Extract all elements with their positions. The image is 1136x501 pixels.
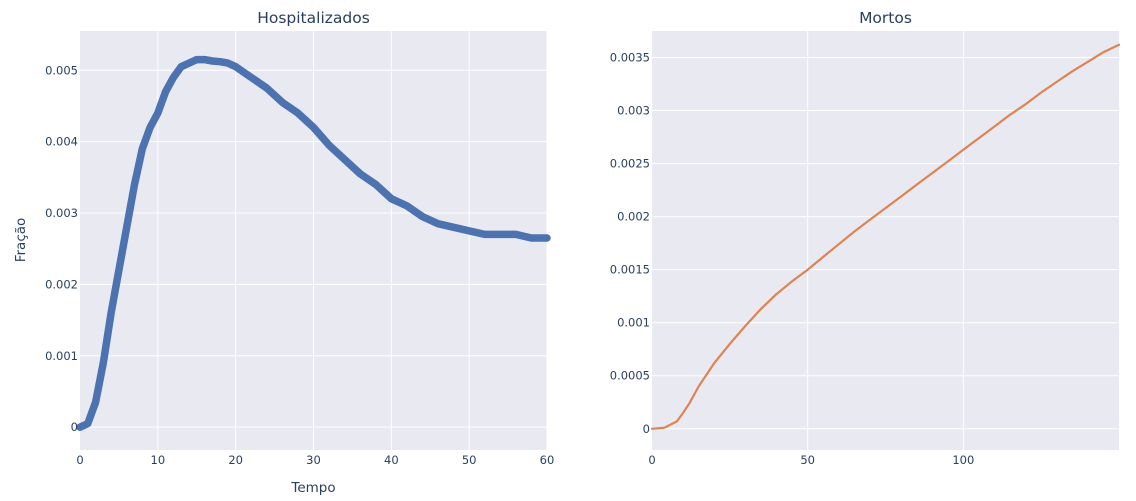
chart-title-hospitalizados: Hospitalizados [257, 9, 370, 27]
y-axis-label-hospitalizados: Fração [13, 218, 29, 263]
x-tick-label: 10 [151, 453, 166, 467]
grid-mortos [652, 31, 1119, 450]
y-tick-label: 0 [71, 420, 78, 434]
y-tick-label: 0.0015 [610, 263, 650, 277]
y-tick-label: 0.004 [45, 135, 78, 149]
panel-hospitalizados: 0 10 20 30 40 50 6000.0010.0020.0030.0040.005 … [13, 9, 554, 496]
grid-hospitalizados [80, 31, 548, 450]
x-tick-label: 50 [462, 453, 477, 467]
x-axis-label-hospitalizados: Tempo [290, 480, 335, 496]
x-tick-label: 0 [648, 453, 655, 467]
y-tick-label: 0.0035 [610, 51, 650, 65]
series-mortos [650, 43, 1121, 430]
y-tick-label: 0.003 [45, 206, 78, 220]
x-tick-label: 100 [952, 453, 974, 467]
x-tick-label: 60 [540, 453, 555, 467]
y-tick-label: 0.003 [617, 104, 650, 118]
y-tick-label: 0.001 [617, 316, 650, 330]
x-tick-label: 40 [384, 453, 399, 467]
series-hospitalizados [76, 55, 551, 431]
y-tick-label: 0.005 [45, 63, 78, 77]
y-tick-label: 0.001 [45, 349, 78, 363]
y-tick-label: 0 [643, 422, 650, 436]
plot-area-mortos [652, 31, 1119, 450]
ticks-hospitalizados: 0 10 20 30 40 50 60 0 0.001 0.002 0.003 0.004 0.005 [45, 63, 554, 467]
ticks-mortos: 0 50 100 0 0.0005 0.001 0.0015 0.002 0.0025 0.003… [610, 51, 975, 467]
y-tick-label: 0.0025 [610, 157, 650, 171]
x-tick-label: 20 [228, 453, 243, 467]
y-tick-label: 0.002 [45, 277, 78, 291]
chart-title-mortos: Mortos [859, 9, 912, 27]
x-tick-label: 50 [800, 453, 815, 467]
x-tick-label: 30 [306, 453, 321, 467]
series-line-hospitalizados [76, 55, 551, 431]
y-tick-label: 0.0005 [610, 369, 650, 383]
x-tick-label: 0 [76, 453, 83, 467]
panel-mortos: 0 50 100 0 0.0005 0.001 0.0015 0.002 0.0025 0.003… [610, 9, 1121, 467]
series-line-mortos [650, 43, 1121, 430]
y-tick-label: 0.002 [617, 210, 650, 224]
